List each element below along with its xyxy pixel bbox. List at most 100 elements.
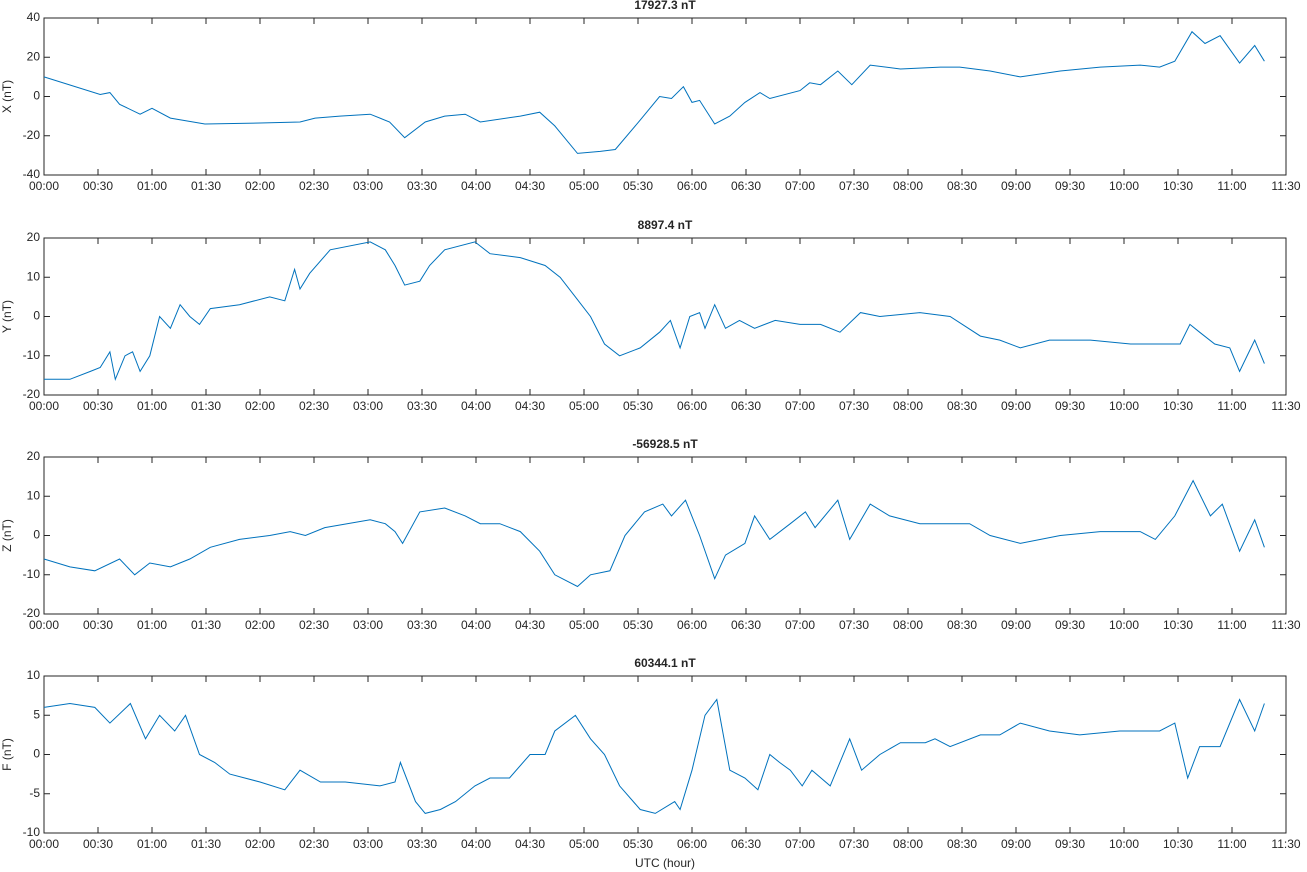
y-tick-label: -20 [23,606,41,620]
x-tick-label: 07:30 [839,618,869,632]
x-tick-label: 08:30 [947,399,977,413]
x-tick-label: 09:00 [1001,179,1031,193]
x-tick-label: 11:30 [1271,179,1300,193]
x-tick-label: 00:00 [29,179,59,193]
x-tick-label: 11:30 [1271,399,1300,413]
y-tick-label: 10 [27,668,41,682]
x-tick-label: 00:30 [83,399,113,413]
x-tick-label: 08:30 [947,618,977,632]
x-tick-label: 06:00 [677,837,707,851]
x-tick-label: 00:30 [83,179,113,193]
x-tick-label: 04:00 [461,399,491,413]
x-tick-label: 01:30 [191,179,221,193]
x-tick-label: 02:00 [245,618,275,632]
x-tick-label: 09:00 [1001,399,1031,413]
y-tick-label: 10 [27,269,41,283]
x-tick-label: 07:30 [839,837,869,851]
y-tick-label: 10 [27,488,41,502]
x-tick-label: 03:00 [353,837,383,851]
x-tick-label: 02:00 [245,179,275,193]
x-tick-label: 01:00 [137,179,167,193]
x-tick-label: 11:30 [1271,618,1300,632]
x-tick-label: 02:30 [299,399,329,413]
x-tick-label: 04:30 [515,399,545,413]
x-tick-label: 10:30 [1163,179,1193,193]
x-tick-label: 06:30 [731,399,761,413]
x-tick-label: 11:00 [1217,837,1246,851]
x-tick-label: 00:30 [83,837,113,851]
x-tick-label: 01:30 [191,399,221,413]
plot-box [43,456,1287,615]
y-tick-label: -10 [23,348,41,362]
y-axis-label: X (nT) [0,80,14,113]
x-tick-label: 10:30 [1163,399,1193,413]
x-tick-label: 03:30 [407,837,437,851]
chart-title: 17927.3 nT [634,0,696,12]
y-axis-label: Z (nT) [0,519,14,552]
x-tick-label: 07:30 [839,399,869,413]
y-tick-label: 5 [33,707,40,721]
x-tick-label: 03:00 [353,618,383,632]
x-tick-label: 11:30 [1271,837,1300,851]
y-tick-label: 20 [27,49,41,63]
x-tick-label: 10:30 [1163,618,1193,632]
x-tick-label: 11:00 [1217,179,1246,193]
y-tick-label: -40 [23,167,41,181]
y-tick-label: 0 [33,89,40,103]
x-axis-label: UTC (hour) [635,856,695,870]
y-tick-label: 0 [33,747,40,761]
plot-box [43,237,1287,396]
x-tick-label: 05:30 [623,399,653,413]
x-tick-label: 09:00 [1001,837,1031,851]
data-line [43,30,1265,154]
data-line [43,479,1265,588]
y-axis-label: F (nT) [0,738,14,771]
x-tick-label: 03:00 [353,179,383,193]
x-tick-label: 03:30 [407,618,437,632]
y-tick-label: -20 [23,128,41,142]
x-tick-label: 02:30 [299,618,329,632]
x-tick-label: 04:00 [461,618,491,632]
x-tick-label: 08:30 [947,837,977,851]
y-tick-label: -10 [23,825,41,839]
y-tick-label: 40 [27,10,41,24]
x-tick-label: 11:00 [1217,618,1246,632]
x-tick-label: 06:00 [677,618,707,632]
x-tick-label: 10:00 [1109,399,1139,413]
x-tick-label: 03:30 [407,179,437,193]
x-tick-label: 09:00 [1001,618,1031,632]
x-tick-label: 00:30 [83,618,113,632]
x-tick-label: 05:30 [623,618,653,632]
x-tick-label: 08:00 [893,399,923,413]
x-tick-label: 10:00 [1109,837,1139,851]
data-line [43,698,1265,814]
x-tick-label: 08:00 [893,837,923,851]
y-tick-label: 0 [33,309,40,323]
x-tick-label: 08:00 [893,618,923,632]
data-line [44,241,1265,382]
x-tick-label: 05:00 [569,179,599,193]
x-tick-label: 08:00 [893,179,923,193]
x-tick-label: 09:30 [1055,837,1085,851]
x-tick-label: 01:00 [137,618,167,632]
x-tick-label: 08:30 [947,179,977,193]
x-tick-label: 07:00 [785,399,815,413]
y-tick-label: -10 [23,567,41,581]
chart-title: 60344.1 nT [634,656,696,670]
x-tick-label: 04:30 [515,179,545,193]
x-tick-label: 09:30 [1055,618,1085,632]
x-tick-label: 10:00 [1109,618,1139,632]
x-tick-label: 07:00 [785,618,815,632]
y-tick-label: -5 [29,786,40,800]
x-tick-label: 00:00 [29,399,59,413]
chart-title: 8897.4 nT [638,218,693,232]
x-tick-label: 00:00 [29,618,59,632]
x-tick-label: 07:00 [785,837,815,851]
x-tick-label: 10:00 [1109,179,1139,193]
x-tick-label: 00:00 [29,837,59,851]
plot-box [43,675,1287,834]
x-tick-label: 05:00 [569,618,599,632]
x-tick-label: 02:00 [245,837,275,851]
x-tick-label: 05:00 [569,399,599,413]
x-tick-label: 11:00 [1217,399,1246,413]
